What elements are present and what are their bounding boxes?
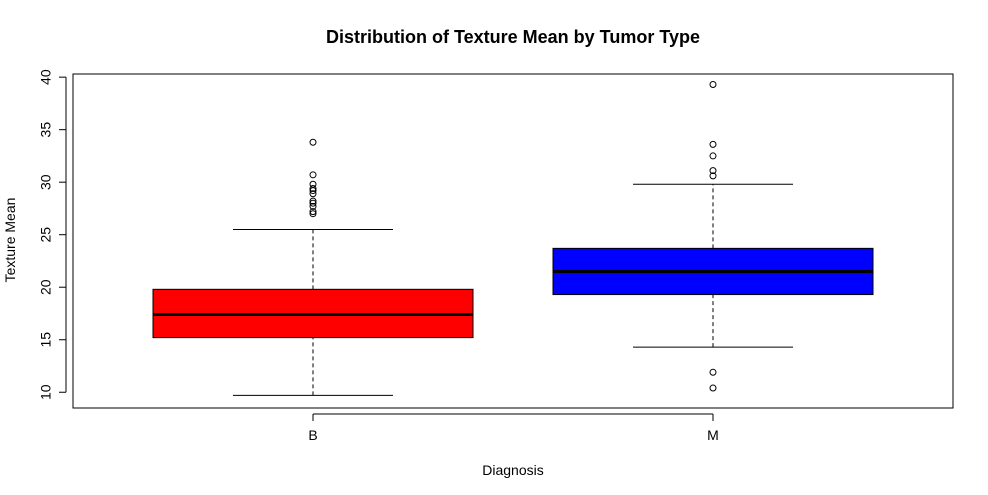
outlier-point [309, 171, 317, 179]
outlier-point [309, 199, 317, 207]
outlier-point [709, 167, 717, 175]
outlier-point [709, 384, 717, 392]
outlier-point [709, 81, 717, 89]
outlier-point [709, 172, 717, 180]
y-tick-label: 35 [38, 122, 54, 138]
outlier-point [709, 368, 717, 376]
x-axis-label: Diagnosis [482, 462, 544, 478]
outlier-point [309, 202, 317, 210]
outlier-point [709, 140, 717, 148]
x-tick-label: M [707, 427, 719, 443]
y-tick-label: 15 [38, 332, 54, 348]
y-tick-label: 40 [38, 69, 54, 85]
y-tick-label: 30 [38, 174, 54, 190]
y-tick-label: 20 [38, 279, 54, 295]
outlier-point [309, 197, 317, 205]
outlier-point [309, 138, 317, 146]
outlier-point [309, 208, 317, 216]
box-B [152, 138, 474, 396]
outlier-point [309, 210, 317, 218]
y-tick-label: 10 [38, 384, 54, 400]
box-M [552, 81, 874, 392]
plot-frame [72, 73, 954, 409]
outlier-point [309, 190, 317, 198]
x-tick-label: B [308, 427, 317, 443]
outlier-point [709, 152, 717, 160]
y-tick-label: 25 [38, 227, 54, 243]
outlier-point [309, 184, 317, 192]
outlier-point [309, 180, 317, 188]
chart-title: Distribution of Texture Mean by Tumor Ty… [325, 27, 701, 47]
